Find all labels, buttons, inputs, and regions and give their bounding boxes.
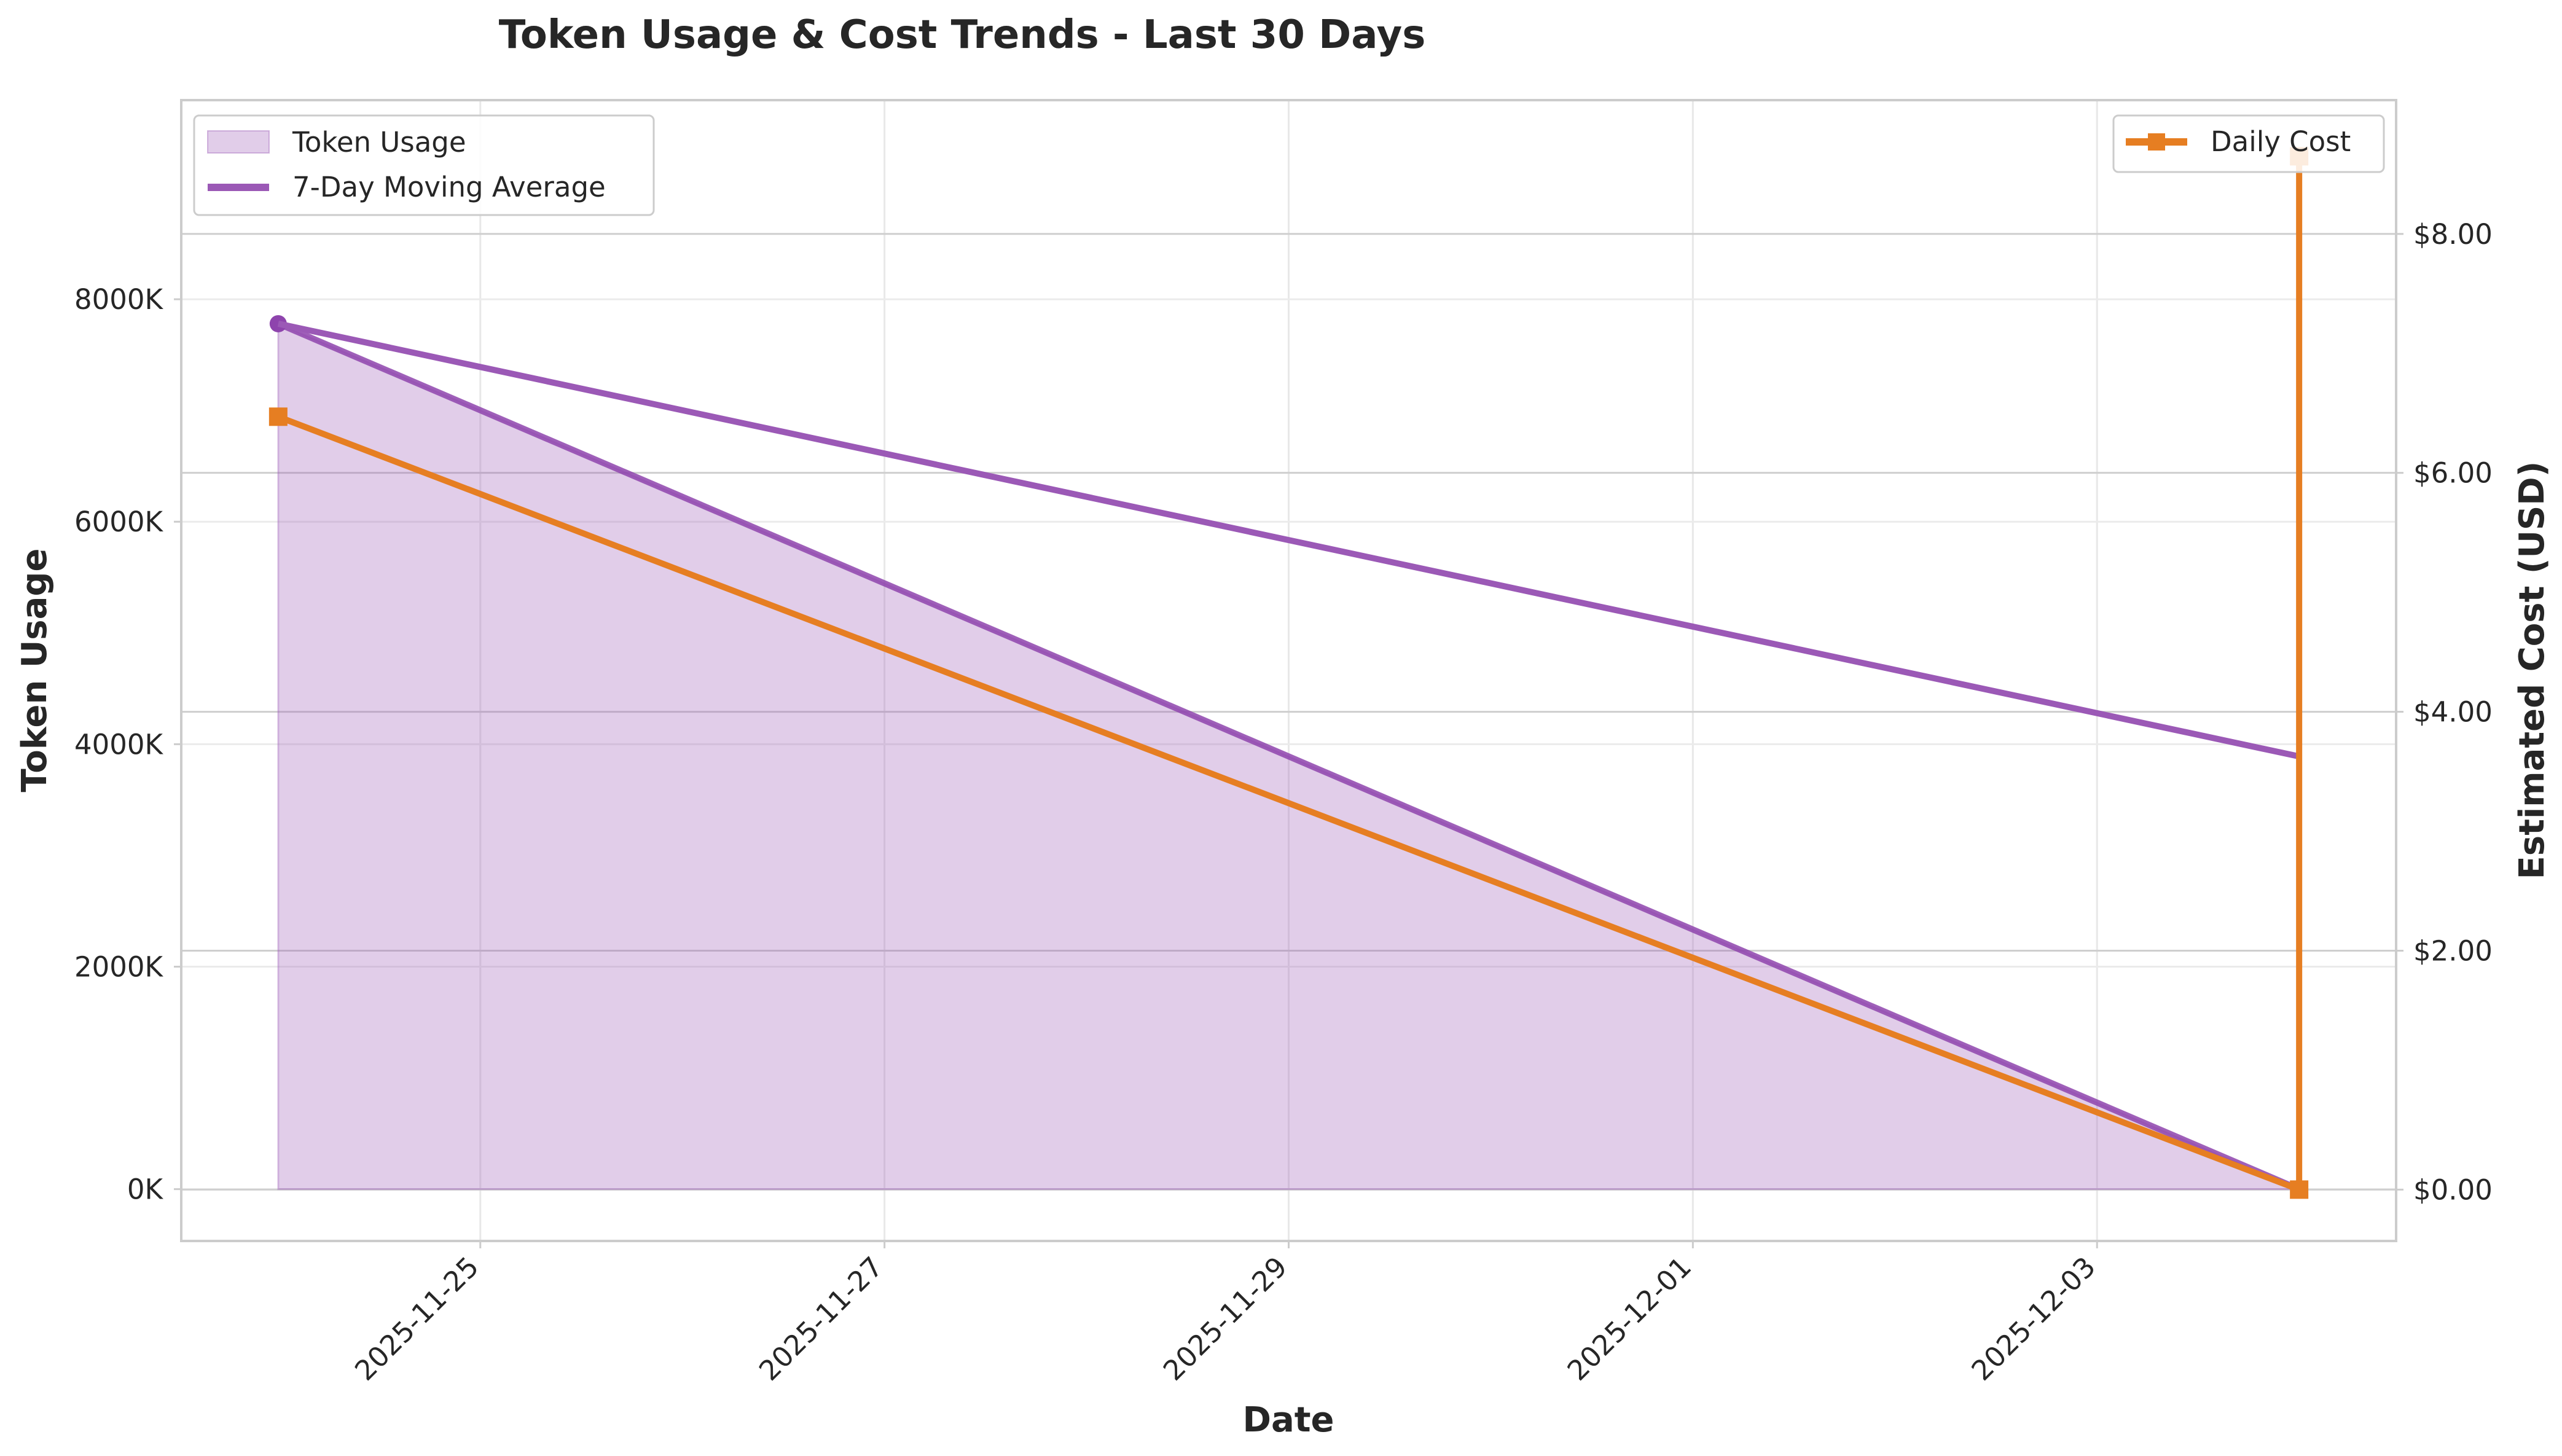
right-y-tick-label: $6.00: [2413, 457, 2493, 490]
legend-marker-daily-cost: [2148, 133, 2165, 151]
legend-left-box: [193, 114, 655, 216]
legend-left: Token Usage 7-Day Moving Average: [193, 114, 655, 216]
left-y-tick-label: 2000K: [74, 950, 164, 983]
x-gridlines: [479, 100, 2098, 1241]
series-layer: [268, 147, 2309, 1199]
legend-label-moving-average: 7-Day Moving Average: [292, 171, 606, 203]
legend-right-box: [2112, 114, 2385, 173]
right-y-tick-label: $4.00: [2413, 696, 2493, 729]
left-y-axis-label: Token Usage: [15, 549, 55, 793]
x-axis-label: Date: [1242, 1400, 1334, 1440]
daily-cost-marker: [268, 407, 288, 426]
right-y-axis-ticks: $0.00 $2.00 $4.00 $6.00 $8.00: [2396, 218, 2493, 1206]
moving-average-line: [277, 321, 2300, 760]
left-y-tick-label: 0K: [127, 1173, 164, 1206]
left-y-tick-label: 8000K: [74, 283, 164, 316]
left-y-tick-label: 4000K: [74, 728, 164, 761]
chart-title: Token Usage & Cost Trends - Last 30 Days: [499, 12, 1426, 58]
right-y-tick-label: $2.00: [2413, 934, 2493, 967]
left-y-axis-ticks: 0K 2000K 4000K 6000K 8000K: [74, 283, 181, 1206]
legend-label-daily-cost: Daily Cost: [2211, 125, 2351, 158]
token-usage-line: [276, 321, 2301, 1192]
legend-label-token-usage: Token Usage: [292, 126, 466, 159]
right-y-tick-label: $8.00: [2413, 218, 2493, 251]
right-y-axis-label: Estimated Cost (USD): [2512, 461, 2552, 880]
legend-swatch-token-usage: [207, 130, 270, 154]
right-y-tick-label: $0.00: [2413, 1173, 2493, 1206]
daily-cost-marker: [2290, 1180, 2309, 1199]
legend-right: Daily Cost: [2112, 114, 2385, 173]
right-y-gridlines: [181, 233, 2396, 1191]
left-y-tick-label: 6000K: [74, 506, 164, 538]
